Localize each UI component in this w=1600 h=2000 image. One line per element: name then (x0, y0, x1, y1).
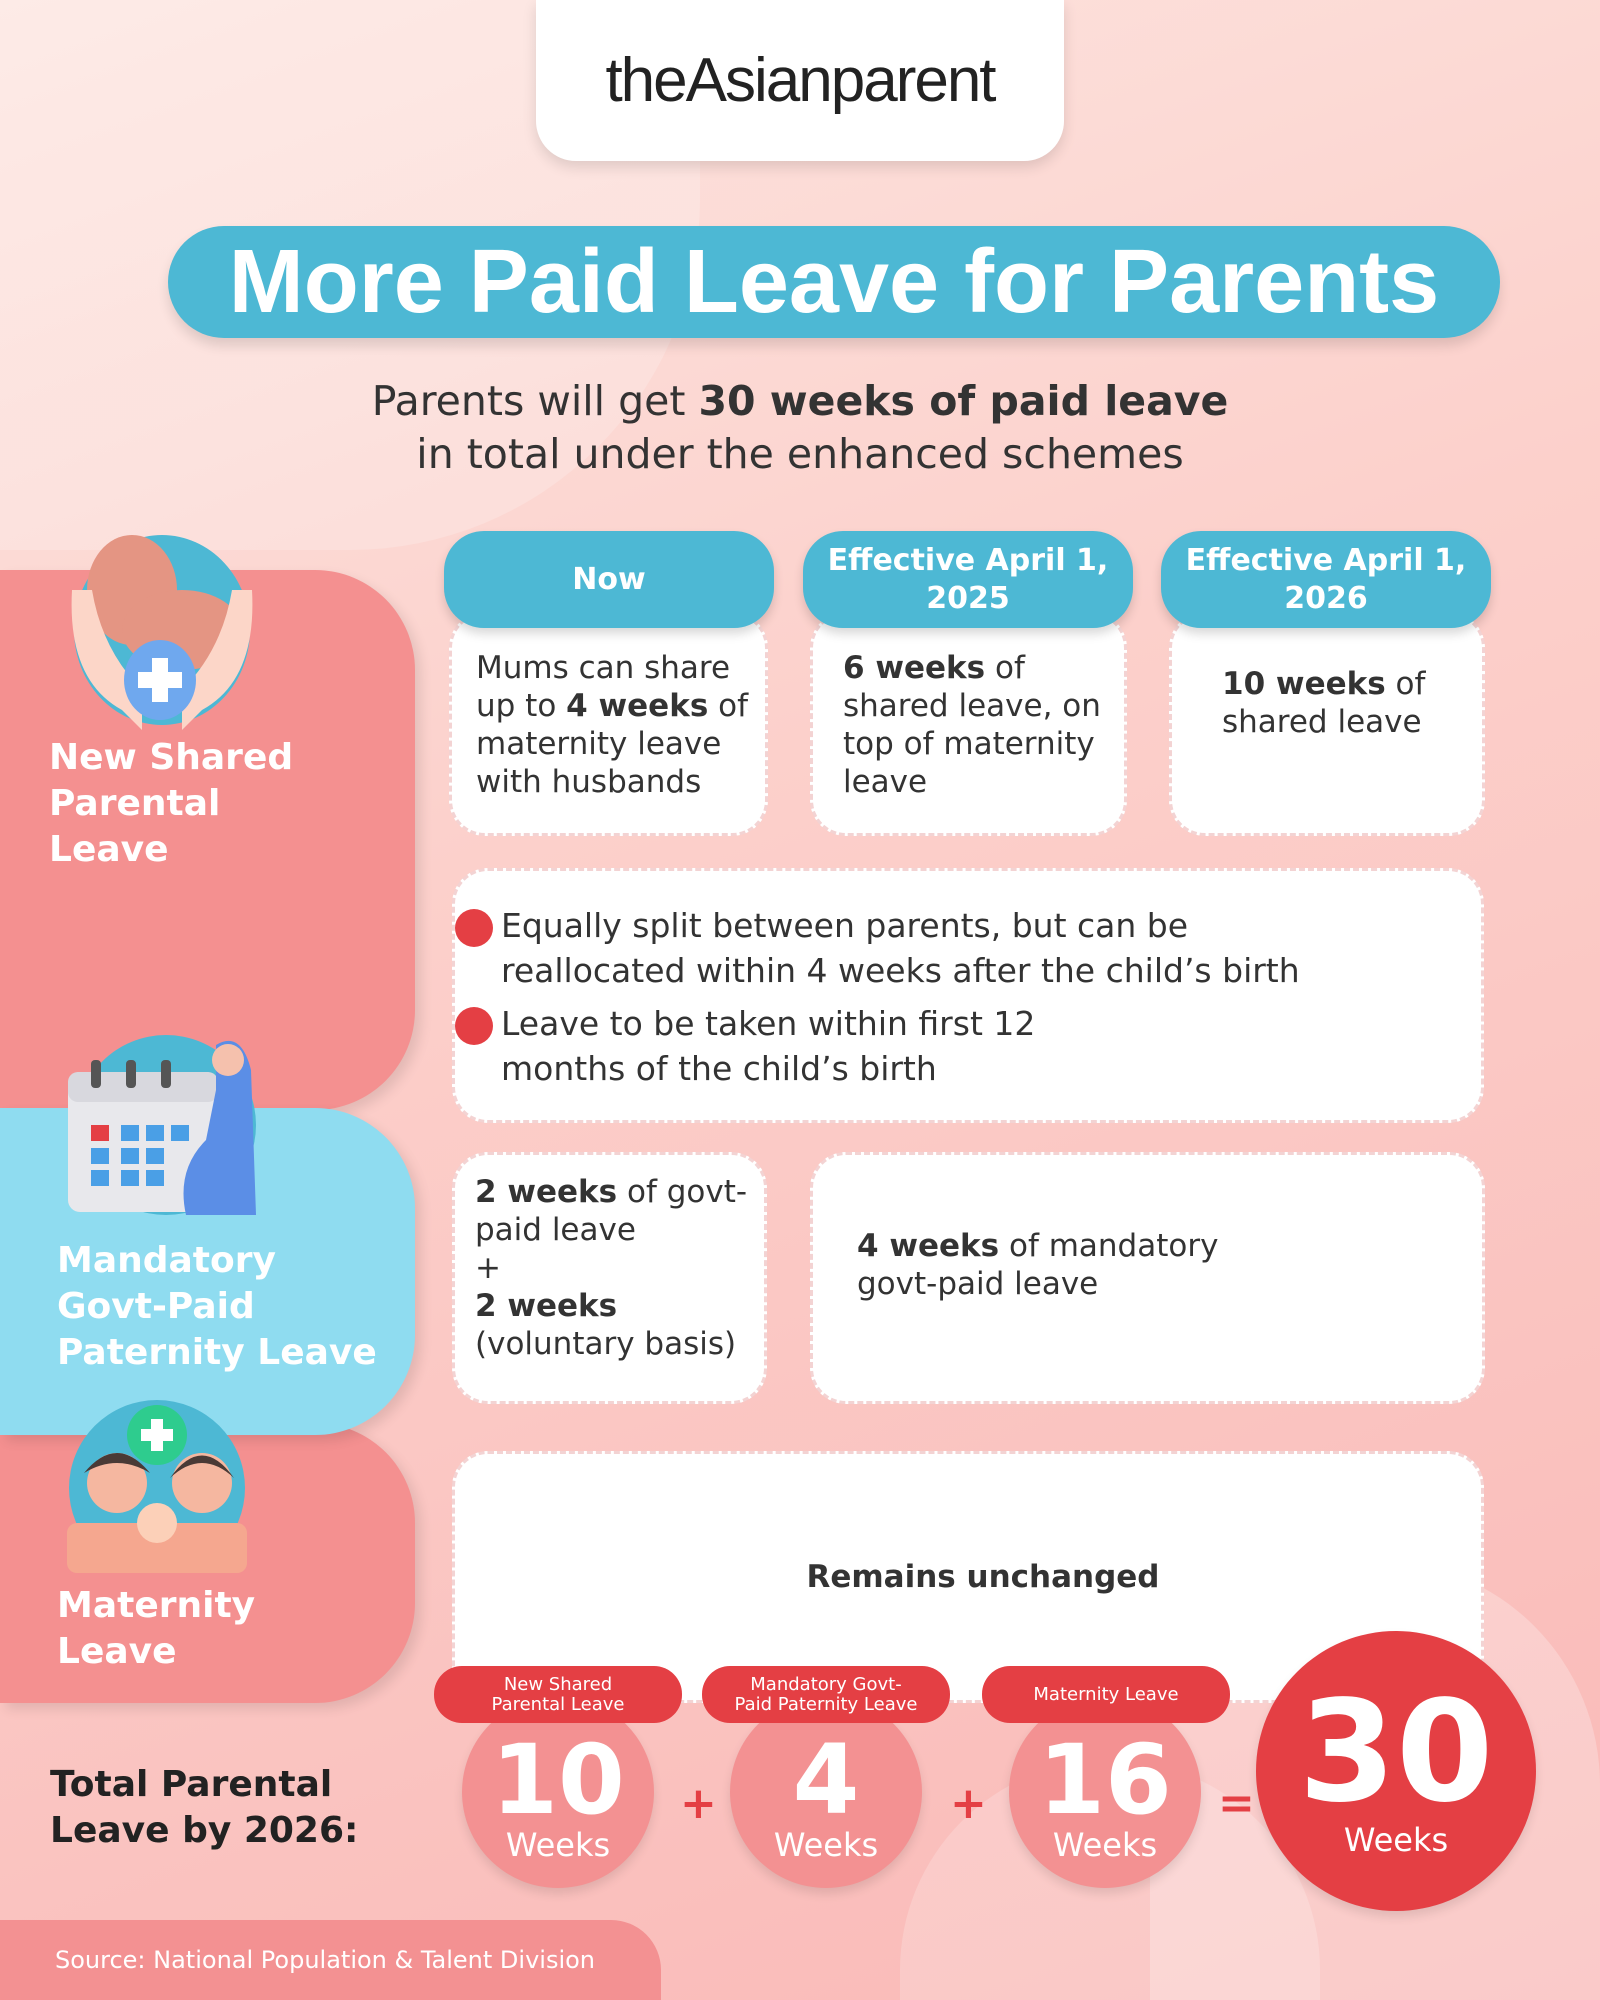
total-pill-label: Mandatory Govt-Paid Paternity Leave (702, 1666, 950, 1723)
total-circle: 4 Weeks (730, 1696, 922, 1888)
section-label: Maternity Leave (57, 1585, 256, 1672)
plus-sign: + (475, 1250, 501, 1286)
card-text: of shared leave (1222, 666, 1426, 740)
total-unit: Weeks (773, 1826, 879, 1864)
total-value: 16 (1038, 1724, 1172, 1836)
shared-2025-card: 6 weeks of shared leave, on top of mater… (810, 612, 1127, 836)
card-text: Mums can share up to (476, 650, 731, 724)
column-header-now: Now (444, 531, 774, 628)
source-bar: Source: National Population & Talent Div… (0, 1920, 661, 2000)
hands-holding-baby-icon (71, 535, 253, 730)
shared-bullets-card: Equally split between parents, but can b… (452, 868, 1484, 1123)
total-circle: 10 Weeks (462, 1696, 654, 1888)
bullet-text: Leave to be taken within first 12 months… (501, 1004, 1036, 1088)
bullet-text: Equally split between parents, but can b… (501, 906, 1300, 990)
column-header-2025: Effective April 1, 2025 (803, 531, 1133, 628)
card-text: of mandatory govt-paid leave (857, 1228, 1219, 1302)
plus-sign: + (680, 1778, 717, 1829)
page-title: More Paid Leave for Parents (168, 226, 1500, 338)
total-value: 10 (491, 1724, 625, 1836)
card-highlight: Remains unchanged (806, 1559, 1160, 1595)
card-text: of govt-paid leave (475, 1174, 748, 1248)
total-unit: Weeks (505, 1826, 611, 1864)
paternity-new-card: 4 weeks of mandatory govt-paid leave (810, 1152, 1485, 1404)
total-circle: 16 Weeks (1009, 1696, 1201, 1888)
total-pill-label: Maternity Leave (982, 1666, 1230, 1723)
column-header-2026: Effective April 1, 2026 (1161, 531, 1491, 628)
total-unit: Weeks (1052, 1826, 1158, 1864)
shared-2026-card: 10 weeks of shared leave (1169, 612, 1485, 836)
total-sum-circle: 30 Weeks (1256, 1631, 1536, 1911)
card-highlight: 4 weeks (566, 688, 709, 724)
paternity-now-card: 2 weeks of govt-paid leave + 2 weeks (vo… (452, 1152, 767, 1404)
card-text: of shared leave, on top of maternity lea… (843, 650, 1101, 800)
logo: theAsianparent (536, 0, 1064, 161)
card-highlight: 2 weeks (475, 1174, 618, 1210)
total-sum-unit: Weeks (1343, 1821, 1449, 1859)
bullet-dot-icon (455, 909, 493, 947)
source-text: Source: National Population & Talent Div… (55, 1946, 596, 1974)
card-highlight: 10 weeks (1222, 666, 1386, 702)
card-text: of maternity leave with husbands (476, 688, 749, 800)
parents-with-baby-icon (67, 1400, 247, 1573)
total-sum-value: 30 (1298, 1671, 1494, 1834)
subtitle: Parents will get 30 weeks of paid leave … (0, 375, 1600, 481)
subtitle-line2: in total under the enhanced schemes (416, 430, 1184, 478)
section-label: Mandatory Govt-Paid Paternity Leave (57, 1240, 377, 1373)
calendar-pregnant-woman-icon (68, 1035, 256, 1215)
bullet-item: Equally split between parents, but can b… (455, 903, 1361, 993)
bullet-item: Leave to be taken within first 12 months… (455, 1001, 1361, 1091)
subtitle-highlight: 30 weeks of paid leave (698, 377, 1229, 425)
card-text: (voluntary basis) (475, 1326, 737, 1362)
section-label: New Shared Parental Leave (49, 737, 294, 870)
card-highlight: 6 weeks (843, 650, 986, 686)
bullet-dot-icon (455, 1007, 493, 1045)
shared-now-card: Mums can share up to 4 weeks of maternit… (449, 612, 768, 836)
card-highlight: 4 weeks (857, 1228, 1000, 1264)
equals-sign: = (1218, 1778, 1255, 1829)
plus-sign: + (950, 1778, 987, 1829)
total-label: Total Parental Leave by 2026: (50, 1764, 359, 1851)
card-highlight: 2 weeks (475, 1288, 618, 1324)
subtitle-text: Parents will get (371, 377, 699, 425)
total-pill-label: New Shared Parental Leave (434, 1666, 682, 1723)
total-value: 4 (792, 1724, 860, 1836)
